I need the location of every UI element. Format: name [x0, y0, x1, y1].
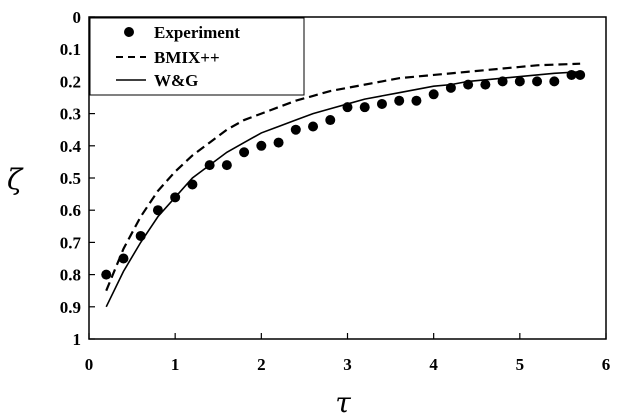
series-wg-line: [105, 70, 581, 308]
y-tick-label: 0.6: [60, 201, 81, 220]
legend-label-experiment: Experiment: [154, 23, 240, 42]
data-point-experiment: [480, 79, 491, 90]
data-point-experiment: [221, 160, 232, 171]
data-point-experiment: [532, 76, 543, 87]
x-axis-ticks: [88, 333, 607, 339]
y-tick-label: 0.3: [60, 105, 81, 124]
data-point-experiment: [290, 124, 301, 135]
data-point-experiment: [273, 137, 284, 148]
y-axis-label: ζ: [7, 163, 24, 196]
x-tick-label: 4: [429, 355, 438, 374]
series-experiment-points: [101, 69, 586, 280]
data-point-experiment: [549, 76, 560, 87]
data-point-experiment: [239, 147, 250, 158]
x-tick-label: 6: [602, 355, 611, 374]
data-point-experiment: [325, 115, 336, 126]
legend-label-wg: W&G: [154, 71, 198, 90]
legend: Experiment BMIX++ W&G: [89, 17, 305, 96]
x-tick-label: 0: [85, 355, 94, 374]
y-tick-label: 0.8: [60, 266, 81, 285]
x-axis-label: τ: [335, 386, 351, 419]
y-axis-tick-labels: 0 0.1 0.2 0.3 0.4 0.5 0.6 0.7 0.8 0.9 1: [60, 8, 82, 349]
data-point-experiment: [514, 76, 525, 87]
y-tick-label: 1: [73, 330, 82, 349]
series-bmix-line: [105, 62, 581, 292]
y-tick-label: 0: [73, 8, 82, 27]
y-tick-label: 0.5: [60, 169, 81, 188]
data-point-experiment: [359, 102, 370, 113]
data-point-experiment: [256, 140, 267, 151]
y-tick-label: 0.7: [60, 233, 82, 252]
y-tick-label: 0.4: [60, 137, 82, 156]
data-point-experiment: [394, 95, 405, 106]
y-tick-label: 0.2: [60, 72, 81, 91]
x-axis-tick-labels: 0 1 2 3 4 5 6: [85, 355, 611, 374]
legend-marker-experiment: [124, 27, 134, 37]
y-tick-label: 0.1: [60, 40, 81, 59]
x-tick-label: 3: [343, 355, 352, 374]
x-tick-label: 1: [171, 355, 180, 374]
x-tick-label: 2: [257, 355, 266, 374]
data-point-experiment: [101, 269, 112, 280]
y-tick-label: 0.9: [60, 298, 81, 317]
data-point-experiment: [118, 253, 129, 264]
data-point-experiment: [411, 95, 422, 106]
data-point-experiment: [428, 89, 439, 100]
y-axis-ticks: [89, 16, 95, 340]
x-tick-label: 5: [516, 355, 525, 374]
data-point-experiment: [308, 121, 319, 132]
series-layer: [101, 62, 586, 308]
legend-label-bmix: BMIX++: [154, 48, 220, 67]
data-point-experiment: [376, 98, 387, 109]
